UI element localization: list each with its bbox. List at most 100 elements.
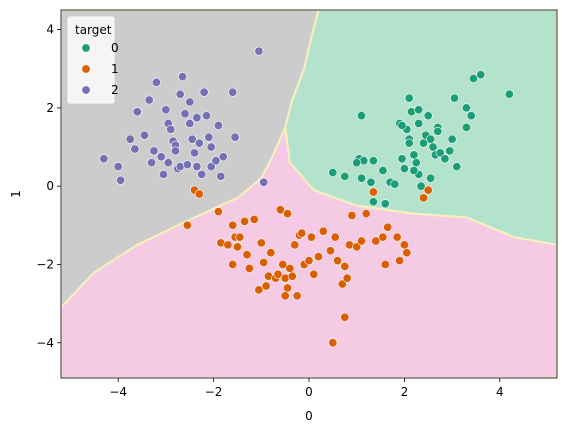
point-class-1 — [325, 246, 335, 256]
point-class-0 — [461, 103, 471, 113]
point-class-0 — [411, 158, 421, 168]
point-class-1 — [259, 257, 269, 267]
point-class-0 — [409, 150, 419, 160]
point-class-0 — [440, 154, 450, 164]
point-class-1 — [347, 211, 357, 221]
point-class-0 — [435, 148, 445, 158]
point-class-2 — [216, 171, 226, 181]
point-class-2 — [144, 95, 154, 105]
point-class-1 — [244, 263, 254, 273]
x-tick-label: 0 — [305, 385, 313, 399]
legend-title: target — [75, 23, 112, 37]
point-class-2 — [213, 121, 223, 131]
x-tick-label: −2 — [205, 385, 223, 399]
point-class-2 — [218, 152, 228, 162]
point-class-1 — [228, 259, 238, 269]
point-class-1 — [423, 185, 433, 195]
point-class-2 — [206, 162, 216, 172]
point-class-0 — [504, 89, 514, 99]
point-class-0 — [352, 158, 362, 168]
point-class-0 — [328, 168, 338, 178]
point-class-1 — [361, 209, 371, 219]
point-class-0 — [404, 93, 414, 103]
point-class-0 — [404, 138, 414, 148]
scatter-points — [99, 46, 514, 348]
point-class-0 — [449, 93, 459, 103]
point-class-2 — [259, 177, 269, 187]
point-class-1 — [395, 256, 405, 266]
point-class-2 — [185, 119, 195, 129]
point-class-1 — [340, 261, 350, 271]
y-tick-label: −4 — [36, 336, 54, 350]
point-class-2 — [175, 89, 185, 99]
point-class-1 — [309, 269, 319, 279]
point-class-1 — [280, 291, 290, 301]
point-class-0 — [414, 119, 424, 129]
point-class-2 — [130, 144, 140, 154]
point-class-1 — [223, 240, 233, 250]
point-class-0 — [426, 173, 436, 183]
y-tick-label: −2 — [36, 257, 54, 271]
point-class-0 — [447, 134, 457, 144]
point-class-2 — [113, 162, 123, 172]
point-class-1 — [368, 187, 378, 197]
point-class-0 — [397, 154, 407, 164]
point-class-1 — [340, 312, 350, 322]
legend: target 0 1 2 — [66, 15, 119, 105]
point-class-2 — [187, 134, 197, 144]
point-class-0 — [340, 171, 350, 181]
legend-label-2: 2 — [111, 83, 119, 97]
y-tick-label: 2 — [46, 101, 54, 115]
point-class-1 — [256, 238, 266, 248]
point-class-2 — [194, 138, 204, 148]
point-class-1 — [213, 207, 223, 217]
point-class-2 — [132, 107, 142, 117]
point-class-1 — [352, 242, 362, 252]
point-class-1 — [313, 252, 323, 262]
point-class-1 — [254, 285, 264, 295]
point-class-1 — [297, 228, 307, 238]
point-class-1 — [282, 209, 292, 219]
x-tick-label: −4 — [109, 385, 127, 399]
point-class-1 — [337, 279, 347, 289]
point-class-2 — [190, 148, 200, 158]
point-class-0 — [418, 138, 428, 148]
point-class-1 — [182, 220, 192, 230]
point-class-2 — [206, 142, 216, 152]
point-class-2 — [185, 97, 195, 107]
point-class-1 — [392, 232, 402, 242]
point-class-0 — [476, 70, 486, 80]
point-class-1 — [333, 256, 343, 266]
point-class-2 — [228, 87, 238, 97]
point-class-0 — [356, 111, 366, 121]
point-class-0 — [356, 173, 366, 183]
x-axis: −4 −2 0 2 4 — [109, 378, 504, 399]
point-class-1 — [282, 283, 292, 293]
decision-regions — [61, 10, 557, 378]
point-class-0 — [397, 121, 407, 131]
point-class-1 — [380, 259, 390, 269]
point-class-2 — [254, 46, 264, 56]
point-class-2 — [161, 105, 171, 115]
point-class-1 — [242, 250, 252, 260]
point-class-1 — [399, 240, 409, 250]
point-class-0 — [445, 146, 455, 156]
point-class-2 — [163, 158, 173, 168]
point-class-1 — [278, 259, 288, 269]
point-class-1 — [328, 338, 338, 348]
point-class-0 — [423, 111, 433, 121]
x-axis-label: 0 — [305, 409, 313, 423]
point-class-2 — [204, 132, 214, 142]
point-class-2 — [166, 124, 176, 134]
x-tick-label: 2 — [401, 385, 409, 399]
legend-label-0: 0 — [111, 41, 119, 55]
point-class-1 — [228, 220, 238, 230]
point-class-2 — [182, 160, 192, 170]
legend-box — [66, 15, 116, 105]
point-class-0 — [390, 179, 400, 189]
point-class-0 — [414, 105, 424, 115]
point-class-1 — [356, 236, 366, 246]
point-class-1 — [306, 232, 316, 242]
point-class-1 — [304, 256, 314, 266]
